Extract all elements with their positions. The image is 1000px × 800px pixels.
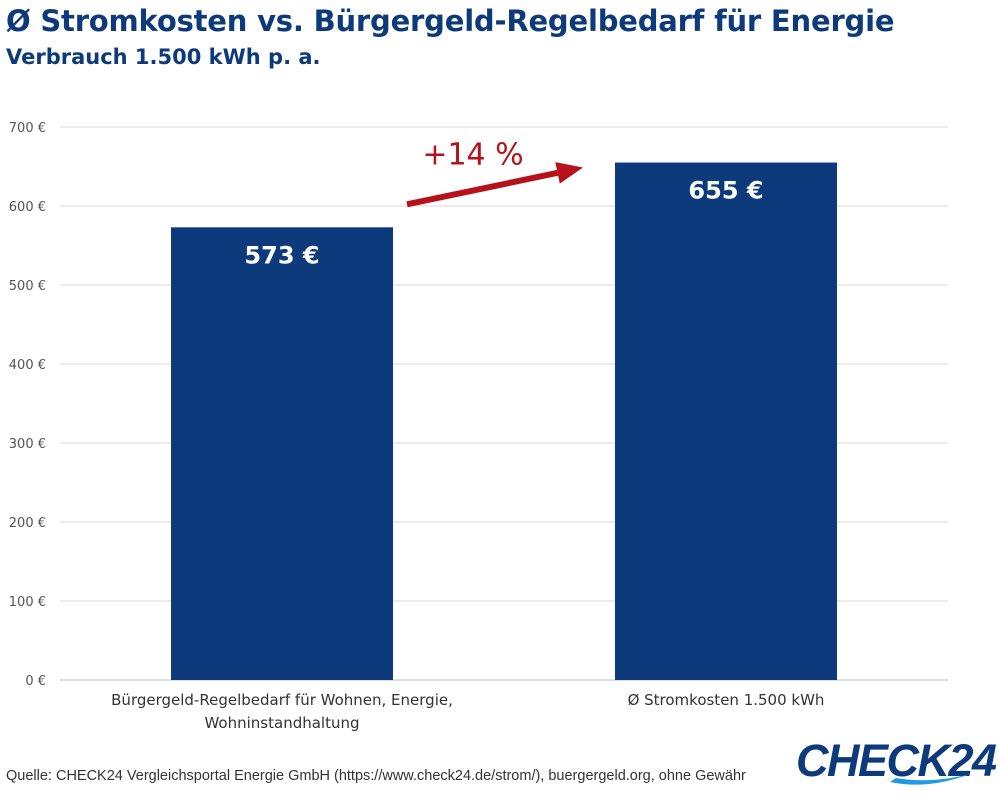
data-label: 573 €: [244, 241, 319, 269]
y-tick-label: 400 €: [9, 358, 46, 373]
bar: [171, 227, 393, 680]
y-tick-label: 700 €: [9, 121, 46, 136]
bar: [615, 162, 837, 681]
change-label: +14 %: [422, 137, 523, 172]
chart-subtitle: Verbrauch 1.500 kWh p. a.: [6, 45, 321, 69]
bar-chart: 0 € 100 € 200 € 300 € 400 € 500 € 600 € 700 € 5…: [9, 121, 948, 732]
y-tick-label: 100 €: [9, 595, 46, 610]
arrow-shaft: [406, 169, 559, 208]
growth-annotation: +14 %: [406, 137, 583, 208]
chart-title: Ø Stromkosten vs. Bürgergeld-Regelbedarf…: [6, 4, 895, 38]
x-category-label: Ø Stromkosten 1.500 kWh: [628, 691, 825, 709]
source-note: Quelle: CHECK24 Vergleichsportal Energie…: [6, 768, 746, 784]
y-tick-label: 0 €: [25, 674, 46, 689]
y-tick-label: 200 €: [9, 516, 46, 531]
y-tick-label: 300 €: [9, 437, 46, 452]
y-tick-label: 600 €: [9, 200, 46, 215]
y-tick-label: 500 €: [9, 279, 46, 294]
logo-swoosh-icon: [890, 774, 970, 785]
arrow-icon: [555, 162, 583, 184]
data-label: 655 €: [688, 177, 763, 205]
x-category-label: Wohninstandhaltung: [204, 714, 359, 732]
check24-logo: CHECK24: [796, 735, 997, 786]
x-category-label: Bürgergeld-Regelbedarf für Wohnen, Energ…: [111, 691, 453, 709]
